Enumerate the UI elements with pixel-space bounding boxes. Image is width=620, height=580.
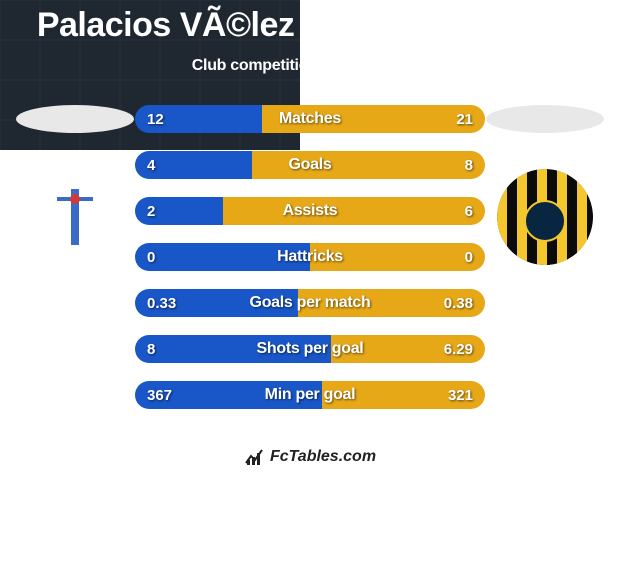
bar-left-value: 4	[147, 151, 155, 179]
source-badge: FcTables.com	[220, 439, 400, 475]
right-player-ellipse	[486, 105, 604, 133]
bar-label: Goals per match	[135, 289, 485, 317]
bar-left-value: 2	[147, 197, 155, 225]
stat-bar: Hattricks0 0	[135, 243, 485, 271]
bar-label: Goals	[135, 151, 485, 179]
left-team-crest	[27, 169, 123, 265]
bar-left-value: 8	[147, 335, 155, 363]
shield-icon	[27, 169, 123, 265]
bar-right-value: 321	[448, 381, 473, 409]
stat-bar: Shots per goal8 6.29	[135, 335, 485, 363]
stat-bar: Goals4 8	[135, 151, 485, 179]
left-player-ellipse	[16, 105, 134, 133]
bar-left-value: 367	[147, 381, 172, 409]
shield-icon	[497, 169, 593, 265]
bar-right-value: 0	[465, 243, 473, 271]
source-text: FcTables.com	[270, 448, 376, 466]
page-title: Palacios VÃ©lez vs PÃ¡ez Andrade	[37, 6, 583, 45]
content-root: Palacios VÃ©lez vs PÃ¡ez Andrade Club co…	[0, 0, 620, 580]
bar-label: Matches	[135, 105, 485, 133]
bar-label: Min per goal	[135, 381, 485, 409]
chart-icon	[244, 447, 264, 467]
stat-bars: Matches12 21 Goals4 8 Assists2 6 Hattricks0 0 Go…	[135, 105, 485, 409]
bar-left-value: 0	[147, 243, 155, 271]
stat-bar: Assists2 6	[135, 197, 485, 225]
bar-right-value: 0.38	[444, 289, 473, 317]
stat-bar: Matches12 21	[135, 105, 485, 133]
bar-right-value: 8	[465, 151, 473, 179]
right-team-crest	[497, 169, 593, 265]
bar-right-value: 6	[465, 197, 473, 225]
page-subtitle: Club competitions, Season 2024	[192, 57, 428, 75]
bar-left-value: 0.33	[147, 289, 176, 317]
stat-bar: Min per goal367 321	[135, 381, 485, 409]
bar-right-value: 21	[456, 105, 473, 133]
bar-left-value: 12	[147, 105, 164, 133]
bar-label: Hattricks	[135, 243, 485, 271]
stat-bar: Goals per match0.33 0.38	[135, 289, 485, 317]
bar-right-value: 6.29	[444, 335, 473, 363]
right-player-col	[485, 105, 605, 409]
bar-label: Assists	[135, 197, 485, 225]
footer-date: 25 september 2024	[238, 489, 381, 507]
comparison-row: Matches12 21 Goals4 8 Assists2 6 Hattricks0 0 Go…	[0, 105, 620, 409]
bar-label: Shots per goal	[135, 335, 485, 363]
left-player-col	[15, 105, 135, 409]
